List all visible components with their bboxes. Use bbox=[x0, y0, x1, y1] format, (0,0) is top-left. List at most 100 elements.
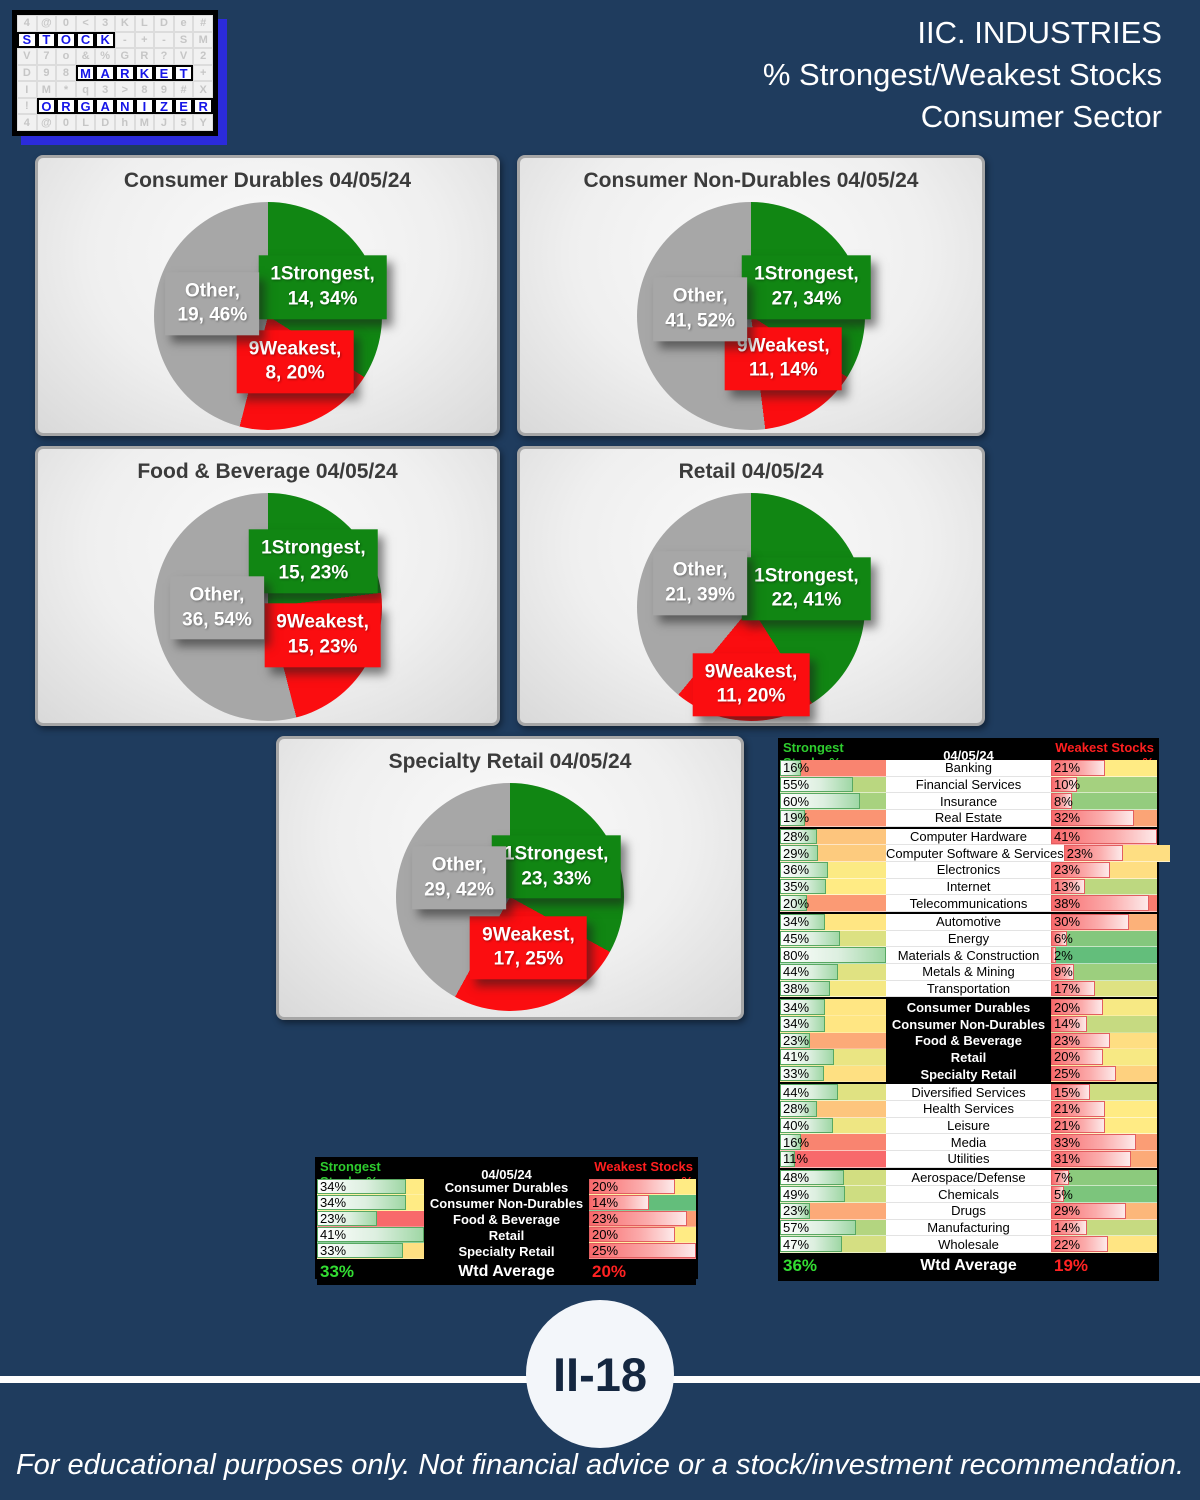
data-bar bbox=[1051, 1015, 1088, 1032]
logo-filler-cell: + bbox=[134, 31, 155, 49]
page-number-badge: II-18 bbox=[526, 1300, 674, 1448]
logo-filler-cell: L bbox=[134, 15, 155, 32]
pie-panel-consumer-non-durables-04-05-24: Consumer Non-Durables 04/05/24 1Strongest… bbox=[517, 155, 985, 436]
logo-letter: N bbox=[115, 97, 135, 115]
percent-value: 29% bbox=[783, 845, 810, 861]
strongest-average: 36% bbox=[783, 1256, 818, 1276]
data-bar bbox=[317, 1243, 404, 1258]
strongest-cell: 44% bbox=[780, 963, 886, 981]
industry-cell: Electronics bbox=[886, 861, 1051, 879]
percent-value: 38% bbox=[1054, 895, 1081, 911]
strongest-cell: 55% bbox=[780, 776, 886, 794]
logo-filler-cell: 2 bbox=[193, 48, 213, 65]
pie-label-9weakest: 9Weakest, 17, 25% bbox=[470, 915, 587, 980]
weakest-cell: 25% bbox=[1051, 1065, 1157, 1083]
data-bar bbox=[1051, 980, 1095, 997]
percent-value: 11% bbox=[783, 1151, 809, 1167]
logo-filler-cell: X bbox=[193, 81, 213, 98]
industry-cell: Automotive bbox=[886, 913, 1051, 931]
percent-value: 23% bbox=[592, 1211, 619, 1226]
pie-label-name: Other, bbox=[672, 559, 728, 581]
strongest-cell: 34% bbox=[780, 913, 886, 931]
percent-value: 23% bbox=[1054, 1032, 1081, 1048]
logo-filler-cell: e bbox=[173, 15, 194, 32]
percent-value: 30% bbox=[1054, 914, 1081, 930]
data-bar bbox=[1051, 809, 1134, 826]
percent-value: 34% bbox=[783, 1016, 810, 1032]
percent-value: 14% bbox=[1054, 1016, 1081, 1032]
table-row-energy: 45% Energy 6% bbox=[780, 930, 1157, 948]
percent-value: 2% bbox=[1054, 947, 1073, 963]
strongest-cell: 28% bbox=[780, 828, 886, 846]
table-row-food-beverage: 23% Food & Beverage 23% bbox=[317, 1211, 696, 1227]
percent-value: 28% bbox=[783, 828, 810, 844]
logo-filler-cell: @ bbox=[36, 114, 57, 131]
pie-label-value: 21, 39% bbox=[665, 584, 736, 606]
pie-label-name: Other, bbox=[189, 584, 245, 606]
industry-cell: Consumer Durables bbox=[886, 999, 1051, 1016]
percent-value: 34% bbox=[320, 1195, 347, 1210]
data-bar bbox=[780, 999, 826, 1015]
percent-value: 10% bbox=[1054, 776, 1081, 792]
strongest-cell: 28% bbox=[780, 1101, 886, 1118]
pie-panel-consumer-durables-04-05-24: Consumer Durables 04/05/24 1Strongest, 14,… bbox=[35, 155, 500, 436]
logo-letter: R bbox=[115, 64, 135, 82]
logo-letter: E bbox=[154, 64, 174, 82]
weakest-cell: 20% bbox=[589, 1227, 696, 1243]
data-bar bbox=[780, 1203, 811, 1219]
strongest-cell: 34% bbox=[780, 999, 886, 1016]
table-row-retail: 41% Retail 20% bbox=[317, 1227, 696, 1243]
data-bar bbox=[1051, 963, 1075, 980]
weakest-cell: 7% bbox=[1051, 1169, 1157, 1187]
industry-cell: Retail bbox=[424, 1227, 589, 1243]
strongest-cell: 23% bbox=[780, 1032, 886, 1050]
percent-value: 32% bbox=[1054, 810, 1081, 826]
pie-label-name: 9Weakest, bbox=[276, 611, 369, 633]
data-bar bbox=[589, 1227, 675, 1242]
strongest-cell: 23% bbox=[317, 1211, 424, 1227]
data-bar bbox=[1051, 878, 1085, 895]
percent-value: 23% bbox=[1066, 845, 1093, 861]
data-bar bbox=[780, 1219, 856, 1236]
industry-cell: Drugs bbox=[886, 1203, 1051, 1220]
table-row-consumer-durables: 34% Consumer Durables 20% bbox=[317, 1179, 696, 1195]
percent-value: 20% bbox=[783, 895, 810, 911]
pie-label-name: 9Weakest, bbox=[248, 337, 342, 359]
percent-value: 25% bbox=[1054, 1066, 1081, 1082]
percent-value: 40% bbox=[783, 1118, 810, 1134]
data-bar bbox=[589, 1211, 688, 1226]
weakest-cell: 8% bbox=[1051, 793, 1157, 810]
logo-filler-cell: M bbox=[36, 81, 57, 98]
percent-value: 41% bbox=[783, 1049, 810, 1065]
percent-value: 29% bbox=[1054, 1203, 1081, 1219]
weakest-cell: 13% bbox=[1051, 878, 1157, 896]
logo-filler-cell: S bbox=[173, 31, 194, 49]
data-bar bbox=[1051, 1117, 1106, 1134]
percent-value: 19% bbox=[783, 810, 810, 826]
weakest-cell: 17% bbox=[1051, 980, 1157, 998]
data-bar bbox=[1051, 913, 1129, 930]
pie-title: Specialty Retail 04/05/24 bbox=[388, 750, 632, 773]
industry-cell: Internet bbox=[886, 878, 1051, 896]
strongest-cell: 36% bbox=[780, 861, 886, 879]
data-bar bbox=[1051, 930, 1067, 947]
percent-value: 41% bbox=[1054, 828, 1081, 844]
data-bar bbox=[780, 947, 886, 963]
data-bar bbox=[780, 895, 807, 911]
industry-cell: Diversified Services bbox=[886, 1084, 1051, 1102]
weakest-cell: 21% bbox=[1051, 760, 1157, 777]
weakest-cell: 14% bbox=[1051, 1219, 1157, 1237]
industry-cell: Aerospace/Defense bbox=[886, 1169, 1051, 1187]
data-bar bbox=[1051, 895, 1150, 911]
percent-value: 7% bbox=[1054, 1170, 1073, 1186]
data-bar bbox=[780, 1015, 826, 1032]
date-header: 04/05/24 bbox=[481, 1166, 532, 1182]
pie-label-name: 1Strongest, bbox=[754, 263, 859, 285]
industry-cell: Metals & Mining bbox=[886, 963, 1051, 981]
pie-panel-retail-04-05-24: Retail 04/05/24 1Strongest, 22, 41% 9Weakes… bbox=[517, 446, 985, 726]
table-row-electronics: 36% Electronics 23% bbox=[780, 861, 1157, 879]
table-row-telecommunications: 20% Telecommunications 38% bbox=[780, 895, 1157, 914]
logo-filler-cell: - bbox=[154, 31, 174, 49]
data-bar bbox=[780, 1117, 833, 1134]
